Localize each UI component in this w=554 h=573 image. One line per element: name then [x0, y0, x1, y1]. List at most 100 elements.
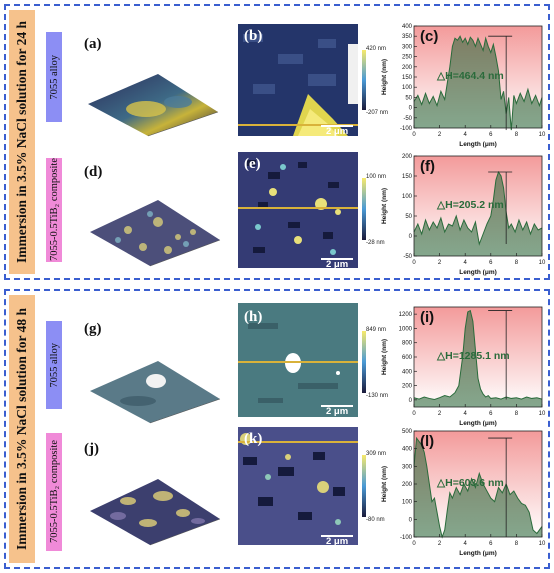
peak-g — [146, 374, 166, 388]
y-tick-label: 200 — [402, 482, 413, 488]
scale-label-k: 2 μm — [326, 536, 349, 547]
material-label-alloy-48h: 7055 alloy — [46, 321, 62, 409]
y-tick-label: -50 — [403, 254, 412, 260]
profile-area — [414, 36, 542, 131]
y-tick-label: 300 — [402, 44, 413, 50]
scale-bar-b — [321, 125, 353, 127]
panel-label-e: (e) — [244, 156, 261, 172]
x-tick-label: 8 — [515, 541, 519, 547]
y-tick-label: 1000 — [399, 326, 413, 332]
panel-label-j: (j) — [84, 441, 99, 457]
surface-g — [90, 361, 220, 423]
x-tick-label: 4 — [464, 411, 468, 417]
x-tick-label: 0 — [412, 541, 416, 547]
afm-b-texture — [238, 24, 358, 136]
y-tick-label: 100 — [402, 500, 413, 506]
y-tick-label: 200 — [402, 384, 413, 390]
delta-h-annotation: △H=205.2 nm — [436, 199, 504, 211]
surface-d — [90, 200, 220, 266]
y-tick-label: -100 — [400, 126, 413, 132]
y-tick-label: 600 — [402, 355, 413, 361]
scale-bar-k — [321, 535, 353, 537]
colorbar-e-min: -28 nm — [366, 240, 385, 246]
panel-a-3d-view — [88, 74, 219, 137]
material-label-composite-48h: 7055-0.5TiB₂ composite — [46, 433, 62, 551]
x-tick-label: 0 — [412, 260, 416, 266]
colorbar-b-min: -207 nm — [366, 110, 389, 116]
x-axis-label: Length (μm) — [459, 141, 497, 148]
x-tick-label: 4 — [464, 260, 468, 266]
profile-line-e — [238, 207, 358, 209]
surface-j — [90, 479, 220, 545]
y-tick-label: 0 — [409, 517, 413, 523]
y-tick-label: -50 — [403, 116, 412, 122]
x-tick-label: 8 — [515, 411, 519, 417]
profile-area — [414, 438, 542, 537]
scale-label-h: 2 μm — [326, 406, 349, 417]
panel-label-f: (f) — [420, 158, 435, 175]
y-tick-label: 350 — [402, 34, 413, 40]
y-tick-label: 300 — [402, 464, 413, 470]
colorbar-e-max: 100 nm — [366, 174, 387, 180]
afm-k-texture — [238, 427, 358, 545]
y-tick-label: 150 — [402, 75, 413, 81]
y-tick-label: 50 — [405, 214, 412, 220]
x-axis-label: Length (μm) — [459, 269, 497, 276]
scale-bar-h — [321, 405, 353, 407]
x-tick-label: 4 — [464, 132, 468, 138]
x-tick-label: 8 — [515, 132, 519, 138]
x-tick-label: 0 — [412, 411, 416, 417]
profile-area — [414, 172, 542, 256]
profile-line-k — [238, 441, 358, 443]
y-tick-label: 800 — [402, 341, 413, 347]
y-tick-label: 0 — [409, 234, 413, 240]
x-tick-label: 8 — [515, 260, 519, 266]
group-24h: Immersion in 3.5% NaCl solution for 24 h… — [4, 4, 550, 280]
chart-i: 0 2 4 6 8 10 0 200 400 600 800 1000 1200 Length (μm) H… — [381, 306, 546, 427]
panel-e-afm-image — [238, 152, 358, 268]
panel-h-afm-image — [238, 303, 358, 417]
condition-label-48h: Immersion in 3.5% NaCl solution for 48 h — [9, 295, 35, 563]
chart-c: 0 2 4 6 8 10 -100 -50 0 50 100 150 200 250 300 350 400 Le… — [381, 24, 546, 148]
condition-label-24h: Immersion in 3.5% NaCl solution for 24 h — [9, 10, 35, 274]
delta-h-annotation: △H=1285.1 nm — [436, 350, 510, 362]
panel-label-k: (k) — [244, 431, 263, 447]
y-axis-label: Height (nm) — [381, 59, 388, 95]
x-tick-label: 6 — [489, 411, 493, 417]
x-tick-label: 2 — [438, 260, 442, 266]
panel-b-afm-image — [238, 24, 358, 136]
panel-g-3d-view — [90, 361, 221, 424]
colorbar-k-min: -80 nm — [366, 517, 385, 523]
y-tick-label: 0 — [409, 398, 413, 404]
delta-h-annotation: △H=603.6 nm — [436, 477, 504, 489]
panel-d-3d-view — [90, 200, 221, 267]
x-tick-label: 2 — [438, 132, 442, 138]
y-tick-label: -100 — [400, 535, 413, 541]
y-axis-label: Height (nm) — [381, 339, 388, 375]
x-tick-label: 10 — [539, 260, 546, 266]
colorbar-h-min: -130 nm — [366, 393, 389, 399]
x-tick-label: 10 — [539, 132, 546, 138]
x-tick-label: 6 — [489, 541, 493, 547]
afm-h-texture — [238, 303, 358, 417]
scale-label-e: 2 μm — [326, 259, 349, 270]
panel-j-3d-view — [90, 479, 221, 546]
colorbar-e — [362, 178, 366, 240]
panel-label-d: (d) — [84, 164, 103, 180]
peak-a — [126, 101, 166, 117]
axes-frame — [413, 155, 543, 257]
colorbar-k — [362, 455, 366, 517]
y-tick-label: 400 — [402, 447, 413, 453]
y-tick-label: 0 — [409, 106, 413, 112]
profile-line — [413, 170, 543, 246]
profile-line-b — [238, 124, 358, 126]
y-tick-label: 400 — [402, 369, 413, 375]
x-tick-label: 0 — [412, 132, 416, 138]
y-tick-label: 1200 — [399, 312, 413, 318]
colorbar-k-max: 309 nm — [366, 451, 387, 457]
x-tick-label: 10 — [539, 541, 546, 547]
panel-label-l: (l) — [420, 433, 434, 450]
profile-line — [413, 35, 543, 131]
